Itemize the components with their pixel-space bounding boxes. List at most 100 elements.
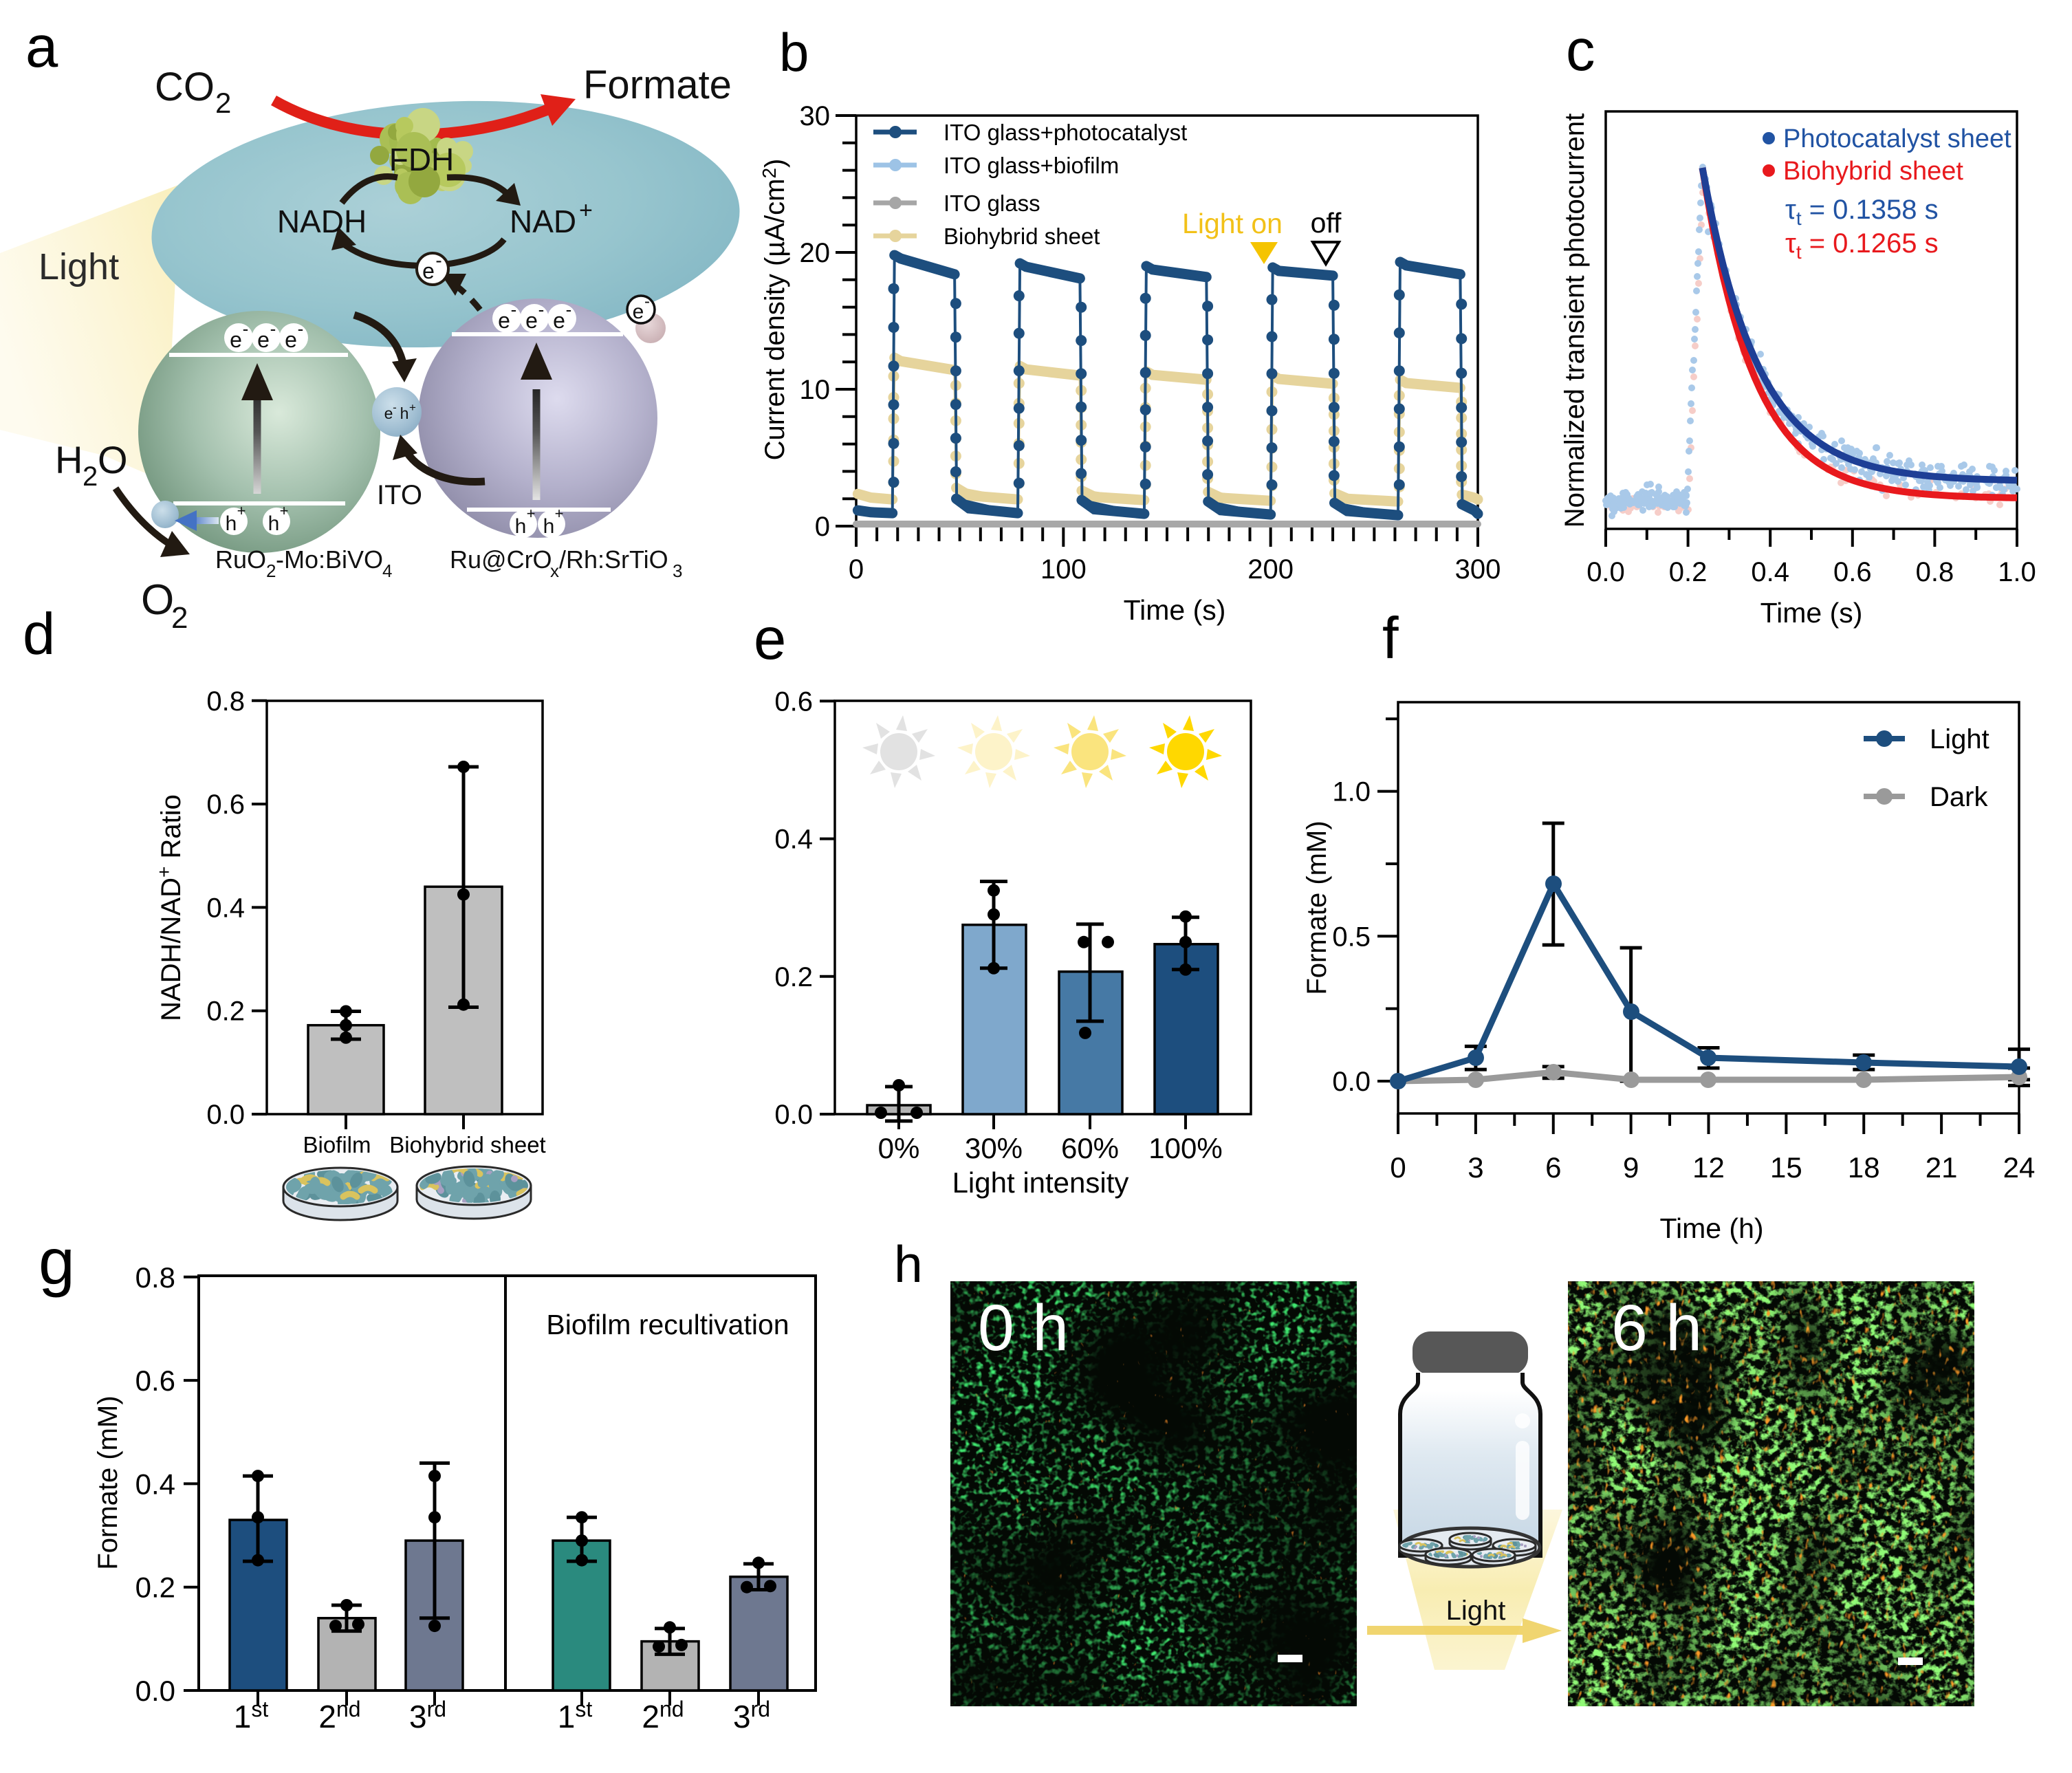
svg-text:ITO glass: ITO glass bbox=[944, 191, 1040, 216]
svg-text:10: 10 bbox=[800, 375, 831, 405]
svg-text:-: - bbox=[538, 299, 545, 320]
svg-text:0%: 0% bbox=[878, 1132, 920, 1164]
svg-text:0.2: 0.2 bbox=[135, 1571, 175, 1604]
svg-text:3: 3 bbox=[1468, 1151, 1483, 1184]
svg-text:2: 2 bbox=[83, 461, 98, 492]
svg-text:e: e bbox=[384, 404, 393, 422]
svg-text:g: g bbox=[39, 1226, 75, 1298]
svg-text:Ru@CrO: Ru@CrO bbox=[450, 545, 552, 574]
svg-text:6: 6 bbox=[1545, 1151, 1561, 1184]
svg-text:1.0: 1.0 bbox=[1998, 557, 2036, 587]
svg-text:3rd: 3rd bbox=[409, 1697, 446, 1734]
svg-text:-: - bbox=[393, 401, 397, 414]
svg-text:Dark: Dark bbox=[1930, 782, 1988, 812]
svg-text:0.8: 0.8 bbox=[1916, 557, 1954, 587]
svg-text:Formate: Formate bbox=[583, 63, 732, 107]
svg-text:Light: Light bbox=[39, 246, 119, 287]
svg-text:2nd: 2nd bbox=[318, 1697, 360, 1734]
svg-text:/Rh:SrTiO: /Rh:SrTiO bbox=[559, 545, 668, 574]
svg-text:0.6: 0.6 bbox=[206, 790, 245, 820]
svg-text:Time (h): Time (h) bbox=[1659, 1212, 1763, 1244]
svg-text:NAD: NAD bbox=[510, 204, 576, 239]
svg-text:9: 9 bbox=[1623, 1151, 1639, 1184]
svg-text:e: e bbox=[285, 327, 297, 352]
svg-text:0.2: 0.2 bbox=[206, 997, 245, 1027]
svg-text:-: - bbox=[243, 318, 249, 339]
svg-text:2: 2 bbox=[266, 561, 276, 581]
svg-text:Time (s): Time (s) bbox=[1760, 597, 1863, 629]
svg-text:2: 2 bbox=[171, 601, 188, 635]
svg-text:Biofilm recultivation: Biofilm recultivation bbox=[546, 1309, 789, 1340]
svg-text:O: O bbox=[141, 576, 174, 624]
svg-text:100: 100 bbox=[1040, 554, 1087, 585]
svg-text:0.5: 0.5 bbox=[1332, 922, 1371, 952]
svg-text:e: e bbox=[498, 308, 510, 333]
svg-text:Formate (mM): Formate (mM) bbox=[93, 1395, 123, 1569]
svg-text:Current density (µA/cm2): Current density (µA/cm2) bbox=[759, 159, 790, 461]
svg-text:24: 24 bbox=[2003, 1151, 2036, 1184]
svg-text:Biohybrid sheet: Biohybrid sheet bbox=[389, 1132, 545, 1157]
svg-text:+: + bbox=[409, 401, 416, 414]
svg-text:2nd: 2nd bbox=[642, 1697, 684, 1734]
svg-text:H: H bbox=[55, 438, 83, 481]
svg-text:+: + bbox=[527, 505, 536, 522]
svg-text:ITO glass+photocatalyst: ITO glass+photocatalyst bbox=[944, 120, 1187, 145]
svg-text:0.0: 0.0 bbox=[774, 1100, 813, 1130]
svg-text:100%: 100% bbox=[1148, 1132, 1222, 1164]
svg-text:0.0: 0.0 bbox=[1586, 557, 1625, 587]
svg-text:NADH: NADH bbox=[277, 204, 367, 239]
svg-text:O: O bbox=[98, 438, 128, 481]
svg-text:e: e bbox=[553, 308, 565, 333]
svg-text:d: d bbox=[23, 602, 55, 667]
svg-text:0.0: 0.0 bbox=[206, 1100, 245, 1130]
svg-text:4: 4 bbox=[382, 561, 392, 581]
svg-text:1st: 1st bbox=[234, 1697, 269, 1734]
svg-text:0.6: 0.6 bbox=[1833, 557, 1872, 587]
svg-text:30%: 30% bbox=[965, 1132, 1023, 1164]
svg-text:0.8: 0.8 bbox=[206, 686, 245, 717]
svg-text:0.4: 0.4 bbox=[774, 825, 813, 855]
svg-text:0.2: 0.2 bbox=[1669, 557, 1708, 587]
svg-text:Light: Light bbox=[1930, 724, 1989, 754]
svg-text:30: 30 bbox=[800, 101, 831, 131]
svg-text:-: - bbox=[566, 299, 572, 320]
svg-text:0.0: 0.0 bbox=[1332, 1067, 1371, 1097]
svg-text:e: e bbox=[525, 308, 538, 333]
svg-text:0.4: 0.4 bbox=[206, 893, 245, 923]
svg-text:Photocatalyst sheet: Photocatalyst sheet bbox=[1783, 124, 2011, 153]
svg-text:Biohybrid sheet: Biohybrid sheet bbox=[1783, 157, 1963, 186]
svg-text:NADH/NAD+ Ratio: NADH/NAD+ Ratio bbox=[153, 794, 186, 1021]
svg-text:0.0: 0.0 bbox=[135, 1675, 175, 1707]
svg-text:+: + bbox=[579, 197, 593, 224]
svg-text:+: + bbox=[555, 505, 564, 522]
svg-text:0.8: 0.8 bbox=[135, 1261, 175, 1294]
svg-text:Light intensity: Light intensity bbox=[952, 1166, 1129, 1199]
svg-text:20: 20 bbox=[800, 238, 831, 268]
svg-text:τt = 0.1265 s: τt = 0.1265 s bbox=[1785, 228, 1939, 263]
svg-text:-: - bbox=[270, 318, 276, 339]
svg-text:12: 12 bbox=[1692, 1151, 1725, 1184]
svg-text:Light: Light bbox=[1446, 1596, 1506, 1626]
svg-text:e: e bbox=[633, 301, 644, 323]
svg-text:RuO: RuO bbox=[215, 545, 266, 574]
svg-text:h: h bbox=[894, 1235, 923, 1293]
svg-text:Light on: Light on bbox=[1182, 208, 1283, 239]
svg-text:300: 300 bbox=[1455, 554, 1501, 585]
svg-text:15: 15 bbox=[1770, 1151, 1802, 1184]
svg-text:-: - bbox=[435, 250, 441, 271]
svg-text:60%: 60% bbox=[1061, 1132, 1119, 1164]
svg-text:FDH: FDH bbox=[389, 142, 455, 177]
svg-text:200: 200 bbox=[1247, 554, 1294, 585]
svg-text:Normalized transient photocurr: Normalized transient photocurrent bbox=[1560, 113, 1590, 528]
svg-text:0 h: 0 h bbox=[978, 1292, 1069, 1364]
svg-text:e: e bbox=[754, 607, 786, 672]
svg-text:0.6: 0.6 bbox=[774, 686, 813, 717]
svg-text:-Mo:BiVO: -Mo:BiVO bbox=[276, 545, 383, 574]
svg-text:a: a bbox=[25, 14, 58, 80]
svg-text:3: 3 bbox=[673, 561, 682, 581]
svg-text:2: 2 bbox=[215, 87, 231, 119]
svg-text:-: - bbox=[644, 292, 650, 311]
svg-text:0.4: 0.4 bbox=[1751, 557, 1789, 587]
svg-text:1.0: 1.0 bbox=[1332, 777, 1371, 807]
svg-text:3rd: 3rd bbox=[733, 1697, 770, 1734]
